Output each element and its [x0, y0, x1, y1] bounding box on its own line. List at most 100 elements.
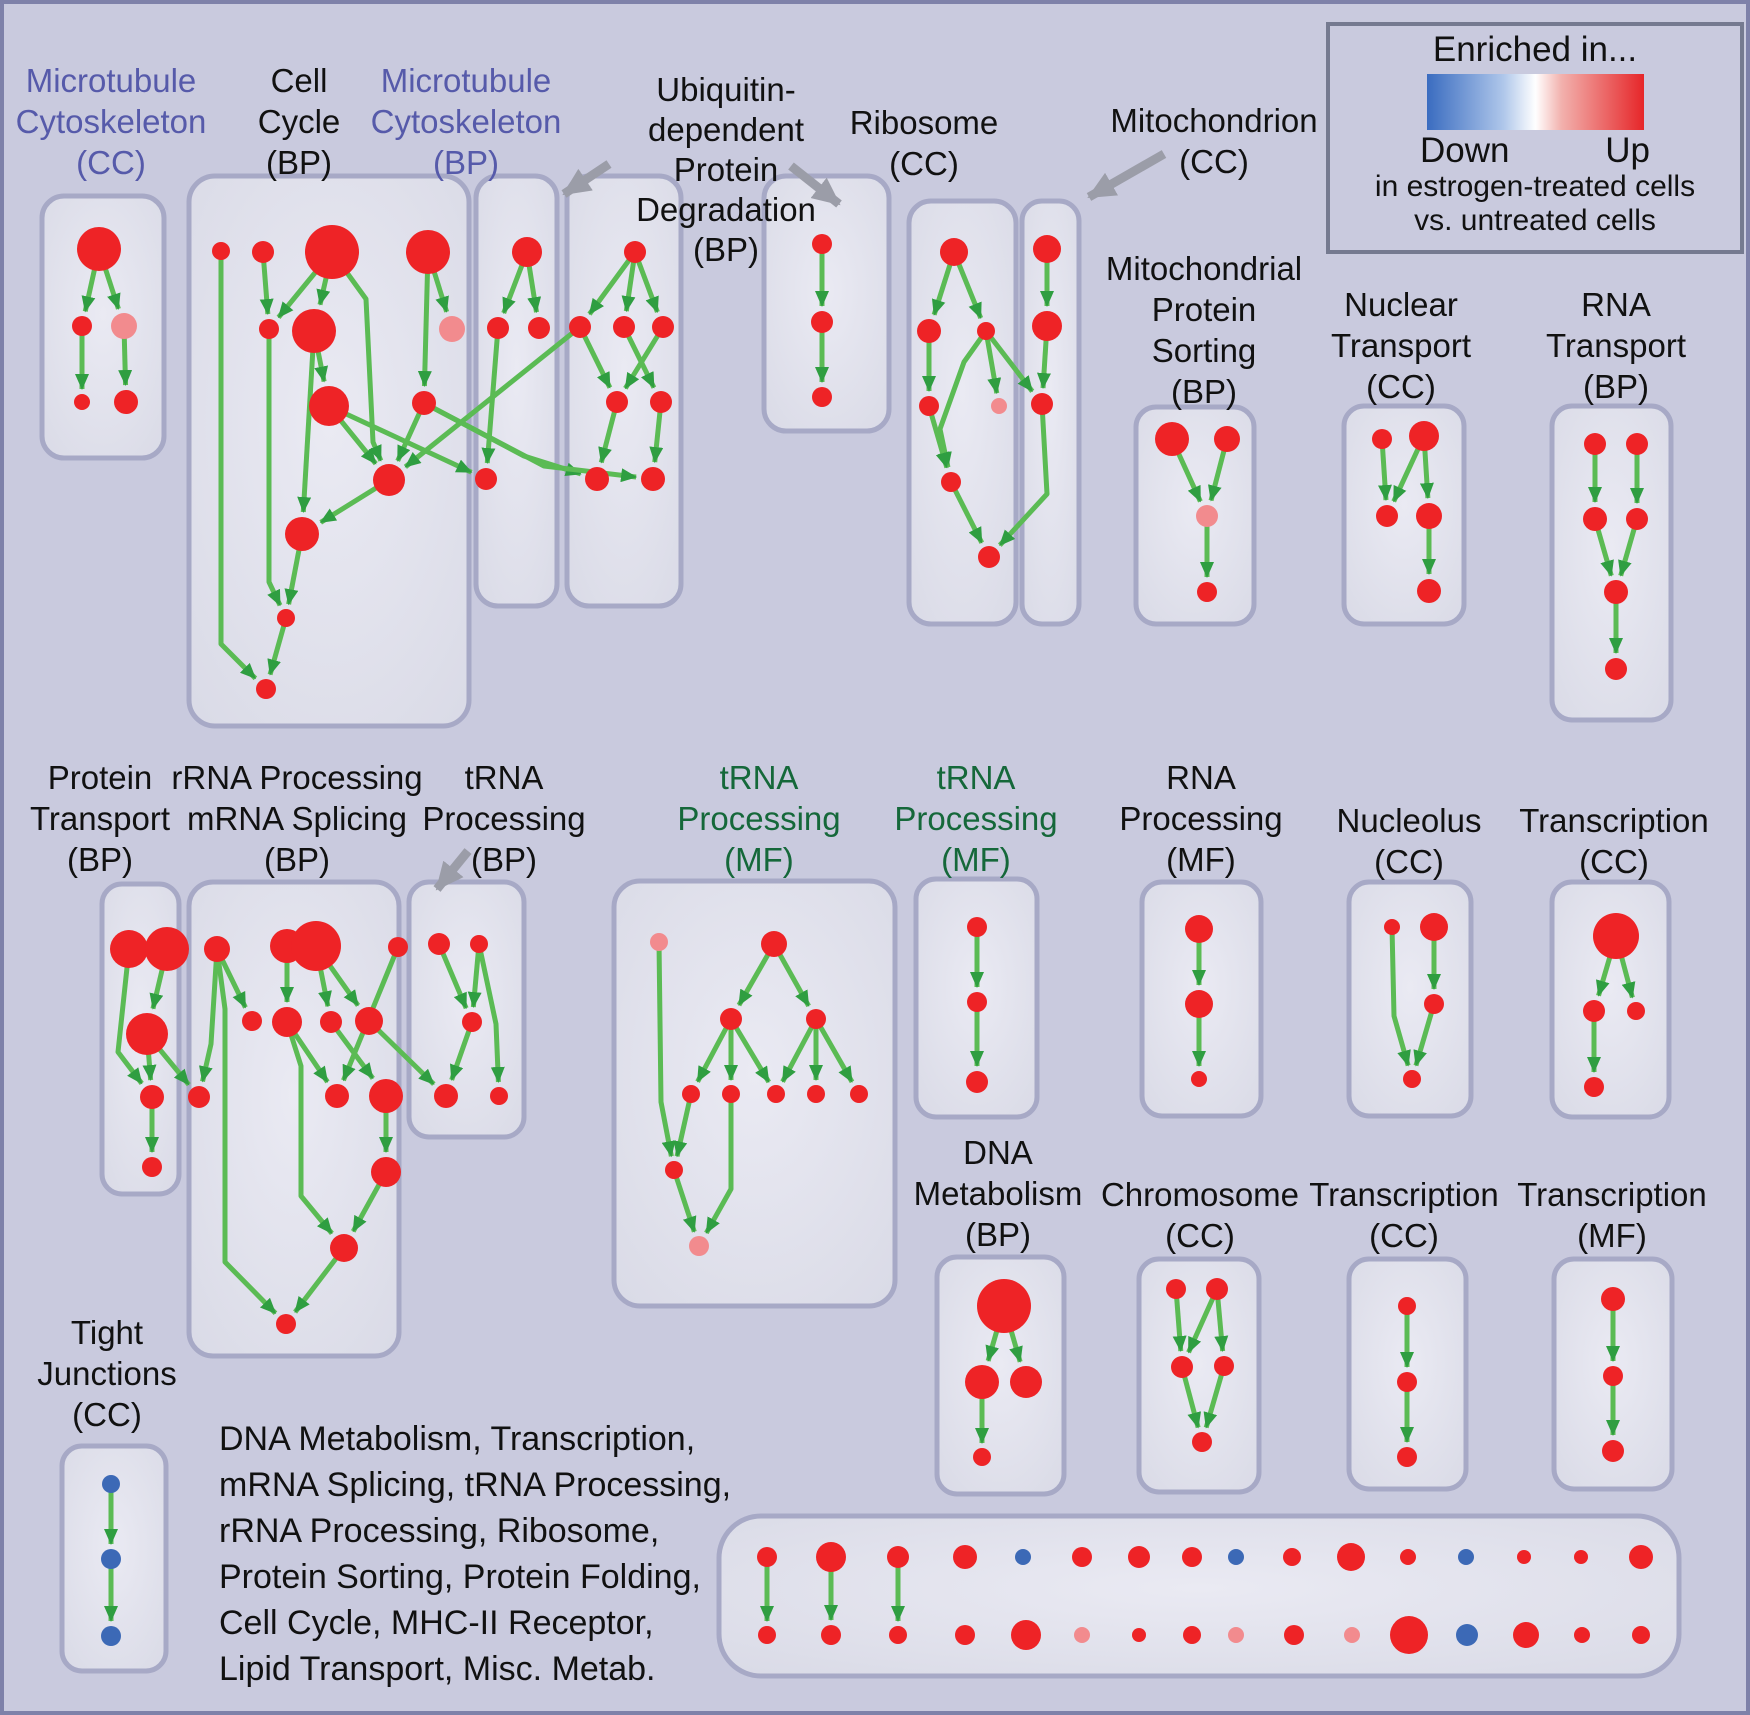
gene-set-node[interactable]	[1584, 1077, 1604, 1097]
gene-set-node[interactable]	[1626, 508, 1648, 530]
gene-set-node[interactable]	[1185, 915, 1213, 943]
gene-set-node[interactable]	[1604, 580, 1628, 604]
gene-set-node[interactable]	[1390, 1616, 1428, 1654]
gene-set-node[interactable]	[1015, 1549, 1031, 1565]
gene-set-node[interactable]	[1626, 433, 1648, 455]
gene-set-node[interactable]	[1384, 919, 1400, 935]
gene-set-node[interactable]	[305, 225, 359, 279]
gene-set-node[interactable]	[1584, 433, 1606, 455]
gene-set-node[interactable]	[1632, 1626, 1650, 1644]
gene-set-node[interactable]	[110, 930, 148, 968]
gene-set-node[interactable]	[434, 1084, 458, 1108]
gene-set-node[interactable]	[665, 1161, 683, 1179]
gene-set-node[interactable]	[114, 390, 138, 414]
gene-set-node[interactable]	[1456, 1624, 1478, 1646]
gene-set-node[interactable]	[1228, 1627, 1244, 1643]
gene-set-node[interactable]	[259, 319, 279, 339]
gene-set-node[interactable]	[1403, 1070, 1421, 1088]
gene-set-node[interactable]	[606, 391, 628, 413]
gene-set-node[interactable]	[624, 241, 646, 263]
gene-set-node[interactable]	[1627, 1002, 1645, 1020]
gene-set-node[interactable]	[1409, 421, 1439, 451]
gene-set-node[interactable]	[1397, 1447, 1417, 1467]
gene-set-node[interactable]	[569, 316, 591, 338]
gene-set-node[interactable]	[256, 679, 276, 699]
gene-set-node[interactable]	[204, 936, 230, 962]
gene-set-node[interactable]	[1032, 311, 1062, 341]
gene-set-node[interactable]	[811, 311, 833, 333]
gene-set-node[interactable]	[1074, 1627, 1090, 1643]
gene-set-node[interactable]	[1033, 235, 1061, 263]
gene-set-node[interactable]	[188, 1086, 210, 1108]
gene-set-node[interactable]	[1228, 1549, 1244, 1565]
gene-set-node[interactable]	[373, 464, 405, 496]
gene-set-node[interactable]	[140, 1085, 164, 1109]
gene-set-node[interactable]	[1583, 507, 1607, 531]
gene-set-node[interactable]	[512, 237, 542, 267]
gene-set-node[interactable]	[953, 1545, 977, 1569]
gene-set-node[interactable]	[965, 1365, 999, 1399]
gene-set-node[interactable]	[101, 1549, 121, 1569]
gene-set-node[interactable]	[371, 1157, 401, 1187]
gene-set-node[interactable]	[1517, 1550, 1531, 1564]
gene-set-node[interactable]	[887, 1546, 909, 1568]
gene-set-node[interactable]	[919, 396, 939, 416]
gene-set-node[interactable]	[1192, 1432, 1212, 1452]
gene-set-node[interactable]	[1416, 503, 1442, 529]
gene-set-node[interactable]	[212, 242, 230, 260]
gene-set-node[interactable]	[252, 241, 274, 263]
gene-set-node[interactable]	[978, 546, 1000, 568]
gene-set-node[interactable]	[412, 391, 436, 415]
gene-set-node[interactable]	[369, 1079, 403, 1113]
gene-set-node[interactable]	[330, 1234, 358, 1262]
gene-set-node[interactable]	[1417, 579, 1441, 603]
gene-set-node[interactable]	[111, 313, 137, 339]
gene-set-node[interactable]	[757, 1547, 777, 1567]
gene-set-node[interactable]	[1593, 913, 1639, 959]
gene-set-node[interactable]	[821, 1625, 841, 1645]
gene-set-node[interactable]	[406, 230, 450, 274]
gene-set-node[interactable]	[977, 1279, 1031, 1333]
gene-set-node[interactable]	[428, 933, 450, 955]
gene-set-node[interactable]	[1400, 1549, 1416, 1565]
gene-set-node[interactable]	[977, 322, 995, 340]
gene-set-node[interactable]	[807, 1085, 825, 1103]
gene-set-node[interactable]	[650, 933, 668, 951]
gene-set-node[interactable]	[1182, 1547, 1202, 1567]
gene-set-node[interactable]	[641, 467, 665, 491]
gene-set-node[interactable]	[1011, 1620, 1041, 1650]
gene-set-node[interactable]	[1171, 1356, 1193, 1378]
gene-set-node[interactable]	[276, 1314, 296, 1334]
gene-set-node[interactable]	[1424, 994, 1444, 1014]
gene-set-node[interactable]	[1206, 1278, 1228, 1300]
gene-set-node[interactable]	[1397, 1372, 1417, 1392]
gene-set-node[interactable]	[967, 917, 987, 937]
gene-set-node[interactable]	[242, 1011, 262, 1031]
gene-set-node[interactable]	[1010, 1366, 1042, 1398]
gene-set-node[interactable]	[388, 937, 408, 957]
gene-set-node[interactable]	[720, 1008, 742, 1030]
gene-set-node[interactable]	[1603, 1366, 1623, 1386]
gene-set-node[interactable]	[490, 1087, 508, 1105]
gene-set-node[interactable]	[1583, 1000, 1605, 1022]
gene-set-node[interactable]	[652, 316, 674, 338]
gene-set-node[interactable]	[77, 227, 121, 271]
gene-set-node[interactable]	[1284, 1625, 1304, 1645]
gene-set-node[interactable]	[292, 309, 336, 353]
gene-set-node[interactable]	[1197, 582, 1217, 602]
gene-set-node[interactable]	[966, 1071, 988, 1093]
gene-set-node[interactable]	[1574, 1550, 1588, 1564]
gene-set-node[interactable]	[145, 927, 189, 971]
gene-set-node[interactable]	[1458, 1549, 1474, 1565]
gene-set-node[interactable]	[102, 1475, 120, 1493]
gene-set-node[interactable]	[101, 1626, 121, 1646]
gene-set-node[interactable]	[487, 317, 509, 339]
gene-set-node[interactable]	[941, 472, 961, 492]
gene-set-node[interactable]	[74, 394, 90, 410]
gene-set-node[interactable]	[72, 316, 92, 336]
gene-set-node[interactable]	[1513, 1622, 1539, 1648]
gene-set-node[interactable]	[758, 1626, 776, 1644]
gene-set-node[interactable]	[940, 238, 968, 266]
gene-set-node[interactable]	[889, 1626, 907, 1644]
gene-set-node[interactable]	[470, 935, 488, 953]
